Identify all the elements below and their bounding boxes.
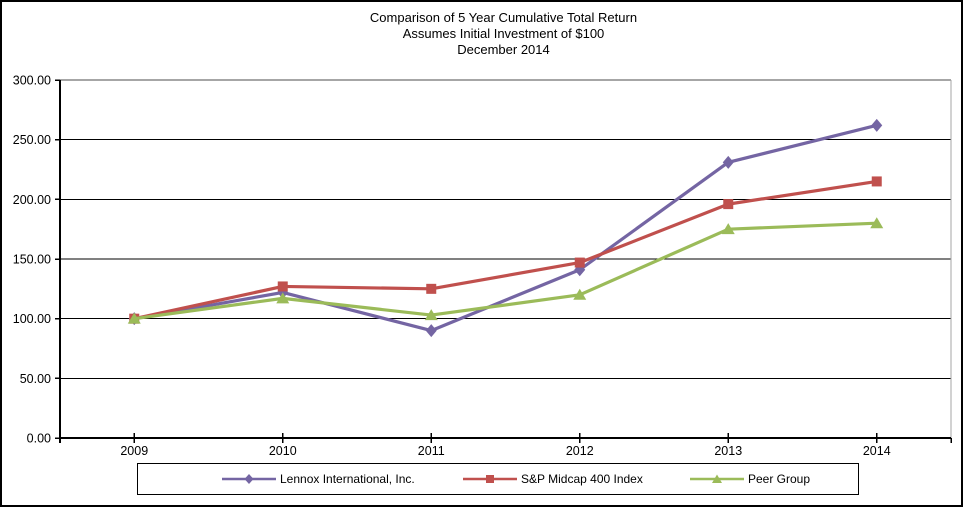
svg-text:0.00: 0.00 [27, 432, 51, 446]
chart-title-block: Comparison of 5 Year Cumulative Total Re… [60, 10, 947, 58]
legend-label: Lennox International, Inc. [280, 472, 415, 486]
chart-title-line1: Comparison of 5 Year Cumulative Total Re… [369, 10, 638, 25]
legend-entry-peer-group: Peer Group [689, 472, 810, 486]
legend-label: S&P Midcap 400 Index [521, 472, 643, 486]
svg-text:2013: 2013 [714, 444, 742, 458]
chart-legend: Lennox International, Inc. S&P Midcap 40… [137, 463, 859, 495]
svg-text:2012: 2012 [566, 444, 594, 458]
svg-text:150.00: 150.00 [13, 253, 51, 267]
legend-label: Peer Group [748, 472, 811, 486]
chart-title-line3: December 2014 [457, 42, 550, 57]
legend-marker-square-icon [463, 475, 517, 483]
chart-title-line2: Assumes Initial Investment of $100 [402, 26, 605, 41]
svg-text:50.00: 50.00 [20, 372, 51, 386]
svg-text:300.00: 300.00 [13, 74, 51, 88]
svg-text:100.00: 100.00 [13, 312, 51, 326]
legend-marker-diamond-icon [222, 474, 276, 484]
legend-entry-lennox: Lennox International, Inc. [221, 472, 415, 486]
legend-entry-sp-midcap: S&P Midcap 400 Index [462, 472, 643, 486]
svg-text:2009: 2009 [120, 444, 148, 458]
svg-text:250.00: 250.00 [13, 133, 51, 147]
legend-marker-triangle-icon [690, 474, 744, 483]
svg-text:2010: 2010 [269, 444, 297, 458]
svg-text:2014: 2014 [863, 444, 891, 458]
svg-text:2011: 2011 [418, 444, 445, 458]
svg-text:200.00: 200.00 [13, 193, 51, 207]
